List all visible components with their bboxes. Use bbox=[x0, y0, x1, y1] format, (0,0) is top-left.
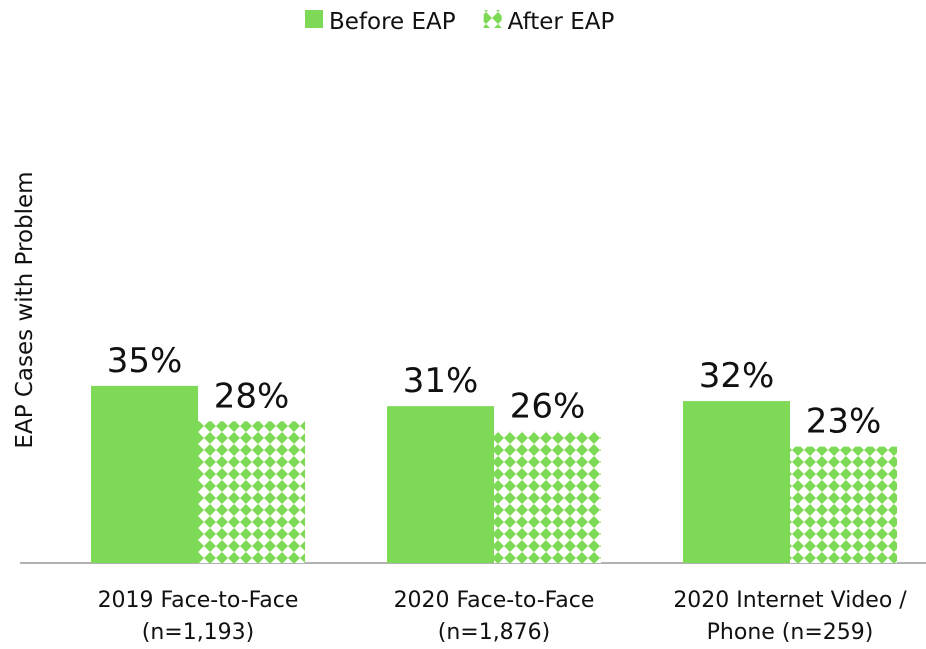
value-label: 35% bbox=[107, 341, 183, 381]
value-label: 28% bbox=[214, 376, 290, 416]
value-label: 26% bbox=[510, 386, 586, 426]
legend-label: After EAP bbox=[508, 9, 615, 35]
value-label: 31% bbox=[403, 361, 479, 401]
bar bbox=[790, 446, 897, 563]
x-tick-label: 2019 Face-to-Face (n=1,193) bbox=[97, 588, 299, 645]
legend-swatch bbox=[305, 10, 323, 28]
x-tick-label: 2020 Face-to-Face (n=1,876) bbox=[393, 588, 595, 645]
bar bbox=[198, 421, 305, 563]
bar bbox=[494, 431, 601, 563]
y-axis-label: EAP Cases with Problem bbox=[12, 171, 38, 448]
legend-label: Before EAP bbox=[329, 9, 456, 35]
bar bbox=[683, 401, 790, 563]
bar bbox=[91, 385, 198, 563]
value-label: 23% bbox=[806, 402, 882, 442]
x-tick-label: 2020 Internet Video / Phone (n=259) bbox=[673, 588, 907, 645]
bar bbox=[387, 406, 494, 563]
value-label: 32% bbox=[699, 356, 775, 396]
legend-swatch bbox=[483, 10, 502, 28]
